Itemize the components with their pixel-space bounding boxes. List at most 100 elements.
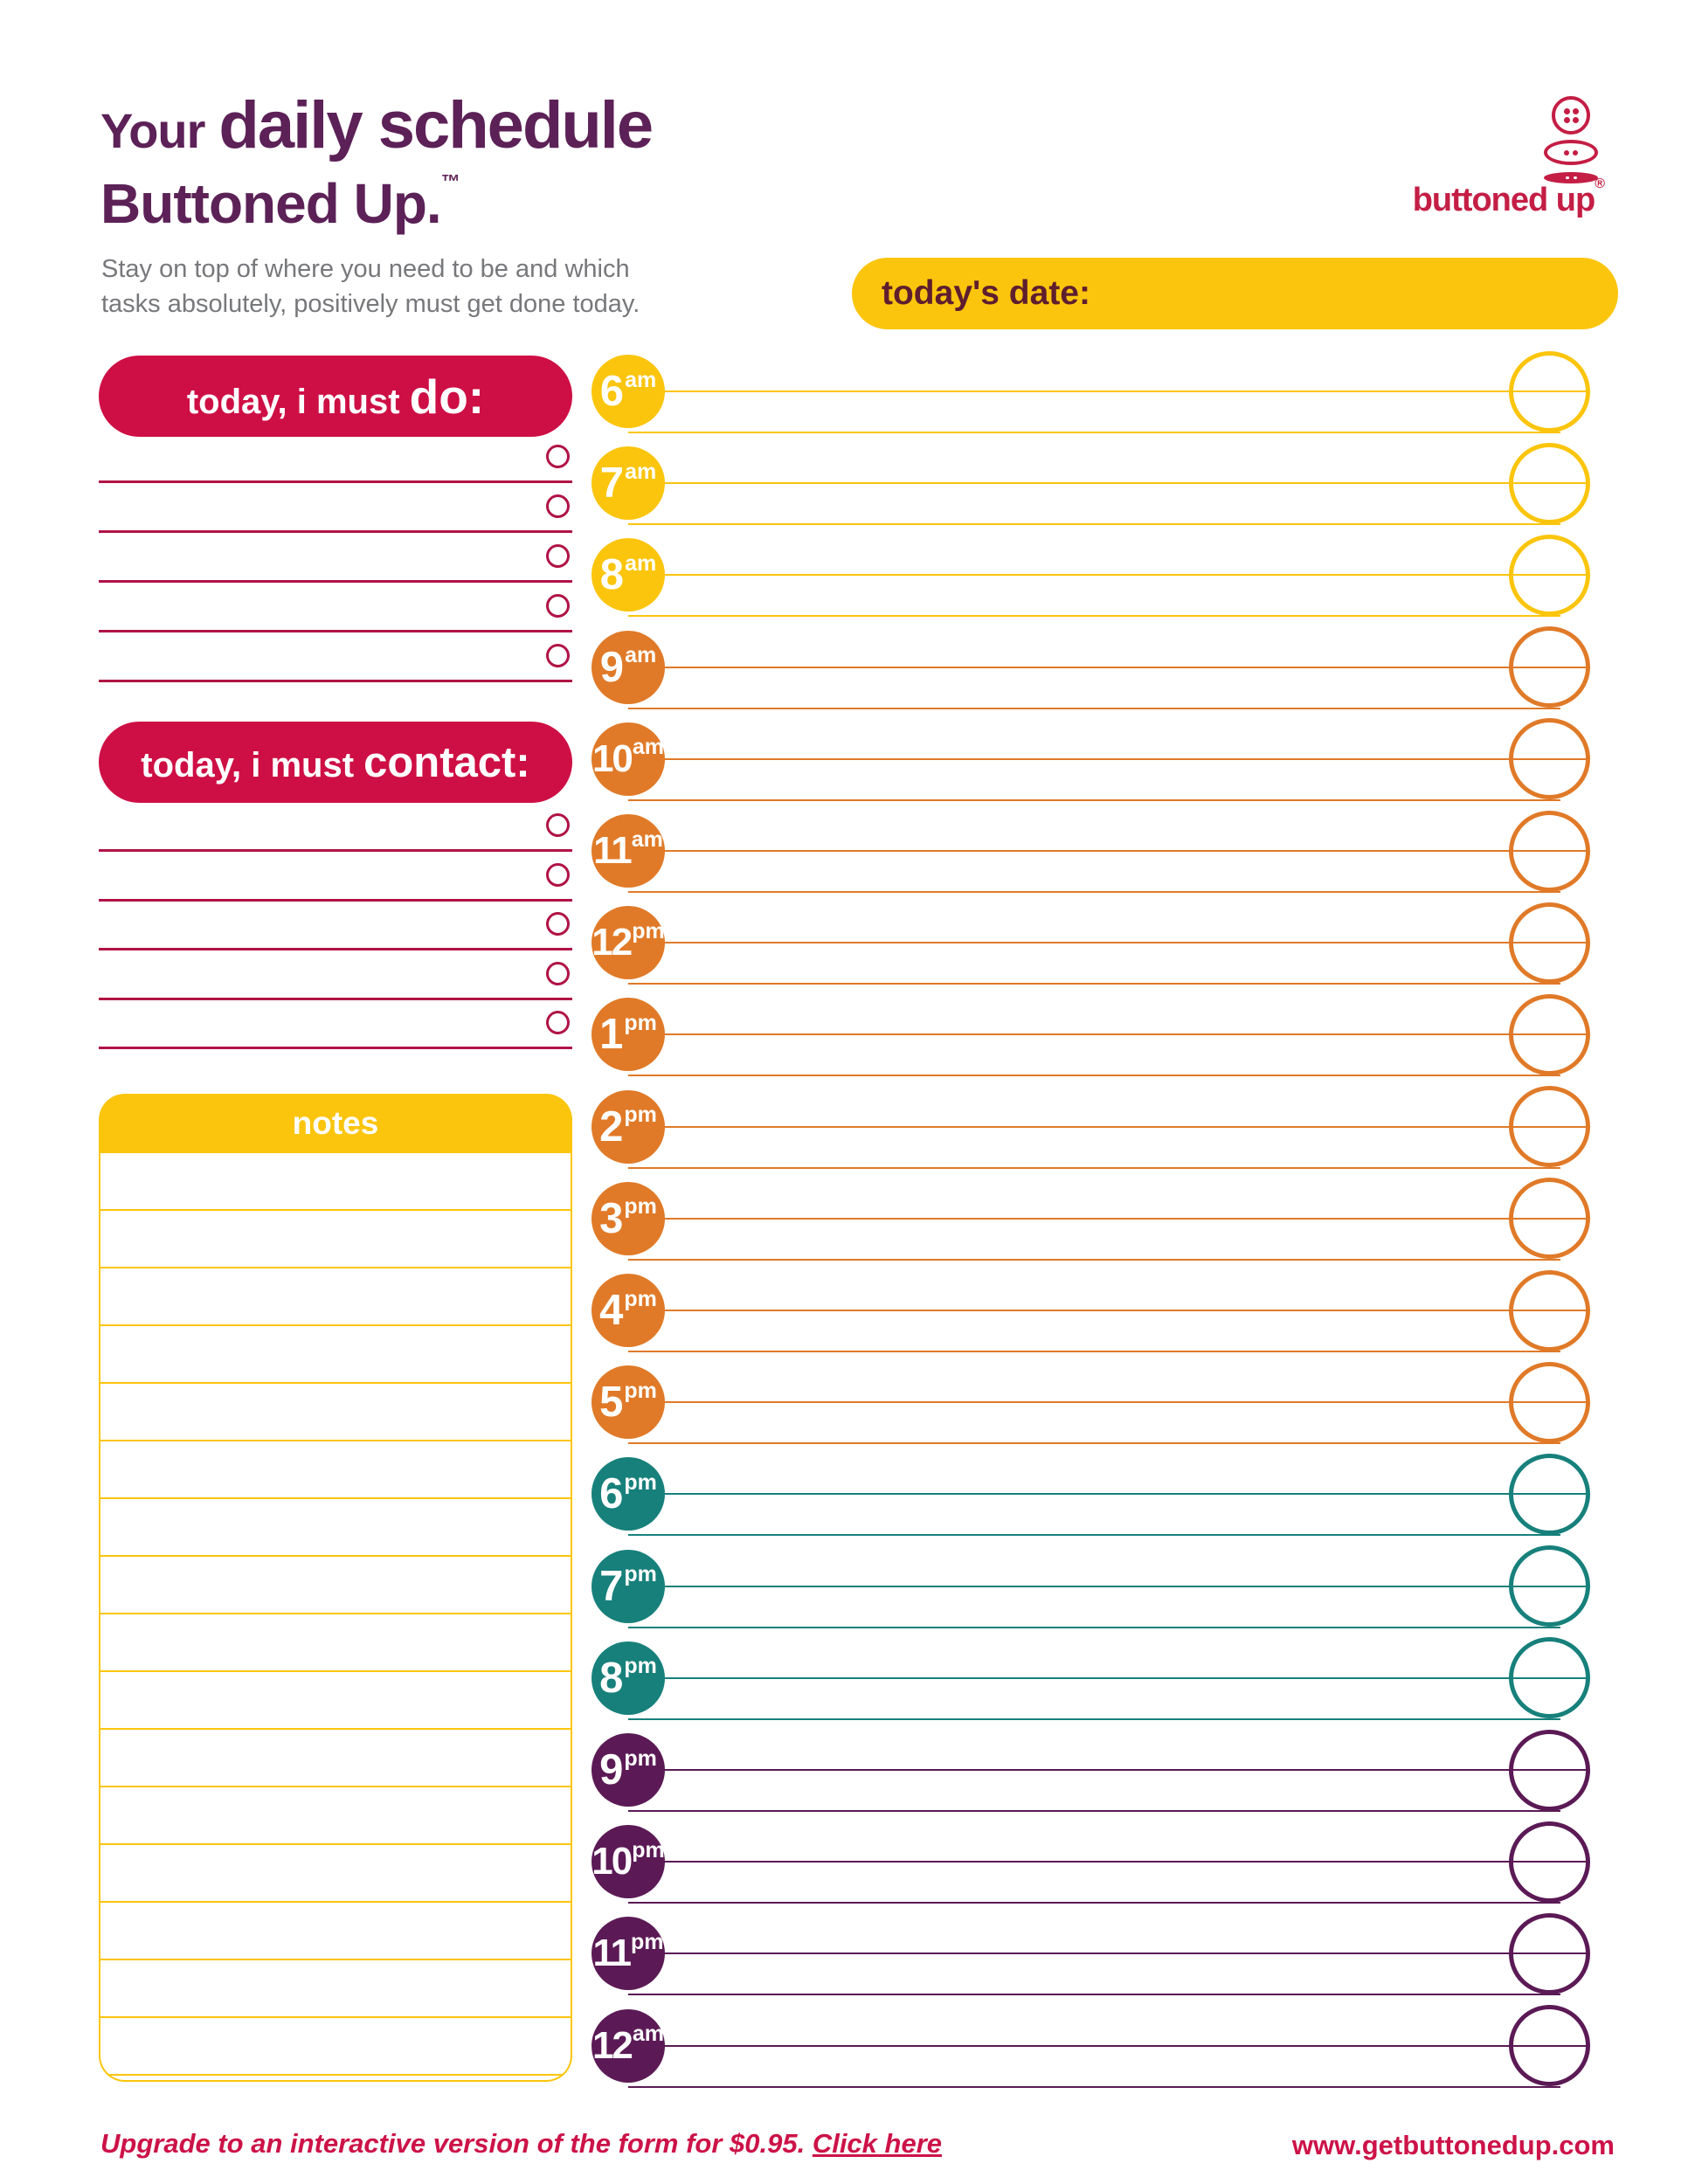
schedule-entry-line-2[interactable] [628, 1626, 1560, 1628]
schedule-entry-line-2[interactable] [628, 1534, 1560, 1537]
schedule-entry-line-2[interactable] [628, 1442, 1560, 1445]
task-checkbox[interactable] [546, 644, 570, 667]
schedule-entry-line-2[interactable] [628, 2085, 1560, 2088]
schedule-checkbox[interactable] [1508, 1453, 1590, 1535]
contact-header-prefix: today, i must [141, 745, 364, 784]
schedule-entry-line[interactable] [628, 1217, 1589, 1220]
schedule-entry-line-2[interactable] [628, 523, 1560, 526]
hour-suffix: pm [624, 1562, 657, 1587]
schedule-entry-line-2[interactable] [628, 1902, 1560, 1904]
schedule-entry-line-2[interactable] [628, 1994, 1560, 1996]
brand-logo: buttoned up® [1413, 176, 1605, 219]
task-checkbox[interactable] [546, 912, 570, 936]
schedule-entry-line[interactable] [628, 2044, 1589, 2047]
hour-number: 3 [599, 1194, 624, 1242]
schedule-entry-line-2[interactable] [628, 798, 1560, 801]
task-input-line[interactable] [99, 849, 572, 852]
schedule-checkbox[interactable] [1508, 902, 1590, 984]
hour-badge: 2 pm [591, 1089, 665, 1164]
task-input-line[interactable] [99, 480, 572, 483]
schedule-entry-line[interactable] [628, 1861, 1589, 1863]
schedule-checkbox[interactable] [1508, 810, 1590, 892]
task-checkbox[interactable] [546, 813, 570, 837]
schedule-entry-line[interactable] [628, 757, 1589, 760]
schedule-checkbox[interactable] [1508, 1545, 1590, 1628]
todays-date-field[interactable]: today's date: [852, 258, 1618, 329]
upgrade-link[interactable]: Click here [812, 2128, 943, 2159]
hour-badge: 7 am [591, 446, 665, 521]
schedule-checkbox[interactable] [1508, 718, 1590, 800]
description-line-1: Stay on top of where you need to be and … [101, 255, 630, 283]
schedule-entry-line[interactable] [628, 390, 1589, 392]
schedule-checkbox[interactable] [1508, 1637, 1590, 1719]
task-input-line[interactable] [99, 997, 572, 1000]
task-checkbox[interactable] [546, 445, 570, 468]
schedule-entry-line[interactable] [628, 482, 1589, 485]
task-input-line[interactable] [99, 630, 572, 632]
task-input-line[interactable] [99, 1047, 572, 1050]
schedule-entry-line[interactable] [628, 1585, 1589, 1587]
schedule-entry-line-2[interactable] [628, 615, 1560, 618]
hour-number: 12 [591, 921, 633, 964]
schedule-entry-line-2[interactable] [628, 1717, 1560, 1720]
schedule-checkbox[interactable] [1508, 626, 1590, 708]
notes-input-area[interactable] [99, 1153, 572, 2082]
schedule-entry-line[interactable] [628, 666, 1589, 668]
task-checkbox[interactable] [546, 862, 570, 887]
task-checkbox[interactable] [546, 494, 570, 518]
schedule-entry-line[interactable] [628, 1769, 1589, 1771]
task-input-line[interactable] [99, 580, 572, 583]
notes-section-header: notes [99, 1094, 572, 1153]
task-checkbox[interactable] [546, 1011, 570, 1035]
hour-number: 11 [592, 1932, 631, 1975]
hour-number: 12 [591, 2023, 633, 2067]
schedule-entry-line-2[interactable] [628, 1810, 1560, 1812]
schedule-entry-line[interactable] [628, 1310, 1589, 1311]
task-input-line[interactable] [99, 680, 572, 682]
schedule-entry-line[interactable] [628, 1676, 1589, 1679]
hour-number: 8 [599, 1654, 624, 1702]
schedule-entry-line-2[interactable] [628, 983, 1560, 985]
schedule-entry-line[interactable] [628, 1401, 1589, 1404]
task-checkbox[interactable] [546, 544, 570, 568]
schedule-checkbox[interactable] [1508, 993, 1590, 1075]
button-icon-medium [1544, 140, 1598, 165]
schedule-entry-line-2[interactable] [628, 707, 1560, 709]
trademark-symbol: ™ [440, 169, 460, 192]
schedule-entry-line[interactable] [628, 1033, 1589, 1036]
schedule-checkbox[interactable] [1508, 1912, 1590, 1994]
task-input-line[interactable] [99, 948, 572, 951]
schedule-entry-line-2[interactable] [628, 1351, 1560, 1352]
schedule-checkbox[interactable] [1508, 534, 1590, 616]
schedule-checkbox[interactable] [1508, 350, 1590, 432]
task-checkbox[interactable] [546, 594, 570, 618]
schedule-entry-line-2[interactable] [628, 1166, 1560, 1169]
schedule-entry-line[interactable] [628, 1952, 1589, 1955]
website-link[interactable]: www.getbuttonedup.com [1291, 2130, 1615, 2160]
schedule-entry-line-2[interactable] [628, 432, 1560, 433]
schedule-checkbox[interactable] [1508, 1086, 1590, 1168]
task-checkbox[interactable] [546, 961, 570, 985]
schedule-checkbox[interactable] [1508, 1361, 1590, 1443]
schedule-entry-line-2[interactable] [628, 1258, 1560, 1261]
hour-badge: 11 pm [591, 1917, 665, 1991]
task-input-line[interactable] [99, 530, 572, 533]
task-input-line[interactable] [99, 898, 572, 902]
hour-number: 7 [599, 460, 625, 508]
schedule-checkbox[interactable] [1508, 1729, 1590, 1811]
schedule-checkbox[interactable] [1508, 2005, 1590, 2087]
schedule-entry-line[interactable] [628, 850, 1589, 852]
schedule-entry-line-2[interactable] [628, 891, 1560, 893]
hour-suffix: pm [624, 1745, 657, 1771]
schedule-entry-line[interactable] [628, 1493, 1589, 1496]
schedule-entry-line[interactable] [628, 942, 1589, 944]
schedule-checkbox[interactable] [1508, 1269, 1590, 1351]
schedule-entry-line[interactable] [628, 574, 1589, 577]
schedule-checkbox[interactable] [1508, 1821, 1590, 1903]
schedule-checkbox[interactable] [1508, 442, 1590, 524]
schedule-entry-line[interactable] [628, 1125, 1589, 1128]
schedule-entry-line-2[interactable] [628, 1075, 1560, 1077]
contact-section-header: today, i must contact: [99, 722, 572, 803]
schedule-checkbox[interactable] [1508, 1178, 1590, 1260]
hour-badge: 8 am [591, 538, 665, 612]
